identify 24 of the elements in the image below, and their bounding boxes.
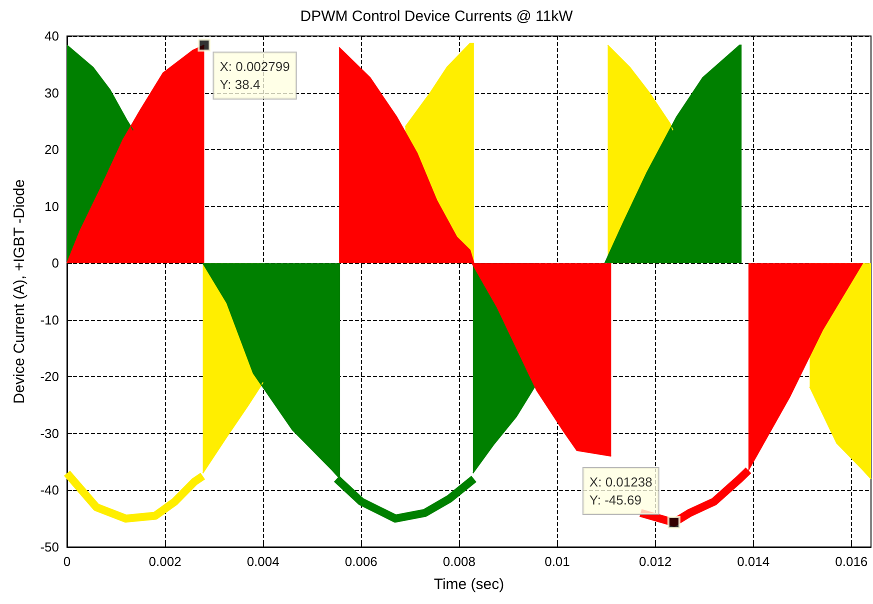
x-tick-label: 0.014 — [737, 554, 770, 569]
x-tick-label: 0 — [63, 554, 71, 569]
x-tick-label: 0.004 — [246, 554, 280, 569]
y-tick-label: 10 — [44, 198, 59, 214]
annotation: X: 0.002799 Y: 38.4 — [220, 59, 290, 92]
x-tick-label: 0.012 — [639, 554, 672, 569]
chart-title: DPWM Control Device Currents @ 11kW — [300, 8, 574, 25]
x-axis-title: Time (sec) — [434, 576, 504, 593]
y-tick-label: 40 — [44, 28, 59, 44]
y-tick-label: 30 — [44, 85, 59, 100]
y-tick-label: 20 — [44, 142, 59, 158]
annotation: X: 0.01238 Y: -45.69 — [589, 474, 652, 508]
x-tick-label: 0.008 — [442, 554, 476, 569]
y-tick-label: 0 — [52, 256, 59, 271]
y-axis-title: Device Current (A), +IGBT -Diode — [11, 179, 28, 404]
y-tick-label: -10 — [40, 312, 59, 328]
y-tick-label: -20 — [40, 369, 59, 384]
x-tick-label: 0.01 — [544, 554, 570, 569]
y-tick-label: -50 — [40, 540, 59, 554]
x-tick-label: 0.016 — [835, 554, 868, 569]
y-tick-label: -30 — [40, 426, 59, 441]
x-tick-label: 0.002 — [148, 554, 182, 569]
x-tick-label: 0.006 — [344, 554, 378, 569]
y-tick-label: -40 — [40, 482, 59, 498]
